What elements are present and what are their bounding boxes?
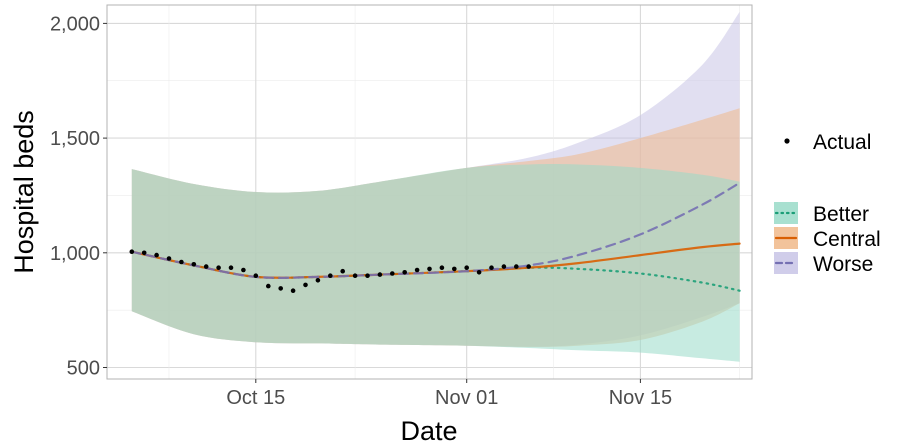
panel-border [106, 4, 753, 380]
legend-central-label: Central [813, 228, 881, 251]
actual-point [228, 265, 234, 271]
actual-points [129, 249, 531, 294]
ribbon-better [131, 164, 740, 362]
actual-point [129, 249, 135, 254]
actual-point [414, 267, 420, 273]
actual-point [290, 288, 296, 294]
actual-point [315, 278, 321, 283]
actual-point [452, 266, 457, 272]
actual-point [328, 273, 333, 279]
actual-point [340, 268, 346, 274]
legend-worse-label: Worse [813, 253, 873, 276]
legend-actual-label: Actual [813, 131, 871, 154]
actual-point [253, 273, 259, 279]
actual-point [278, 286, 284, 291]
x-tick-label: Oct 15 [226, 387, 285, 409]
y-tick-label: 1,500 [50, 128, 100, 150]
actual-point [402, 270, 408, 275]
actual-point [141, 250, 147, 256]
actual-point [191, 262, 197, 267]
actual-point [526, 264, 531, 269]
legend-actual-key [784, 138, 790, 144]
actual-point [427, 266, 432, 272]
x-axis-title: Date [400, 416, 457, 446]
x-tick-label: Nov 15 [609, 387, 672, 409]
x-axis-ticks: Oct 15 Nov 01 Nov 15 [226, 379, 672, 409]
projection-lines [130, 181, 741, 292]
actual-point [179, 259, 184, 265]
actual-point [476, 270, 482, 275]
actual-point [166, 256, 172, 261]
confidence-ribbons [131, 11, 740, 362]
actual-point [439, 265, 445, 271]
legend-better-label: Better [813, 203, 869, 226]
y-tick-label: 1,000 [50, 243, 100, 265]
y-axis-ticks: 500 1,000 1,500 2,000 [50, 13, 107, 380]
actual-point [365, 273, 370, 279]
actual-point [352, 273, 358, 279]
actual-point [216, 265, 221, 271]
actual-point [489, 265, 494, 271]
actual-point [154, 252, 159, 258]
y-axis-title: Hospital beds [9, 110, 39, 274]
actual-point [203, 264, 209, 269]
actual-point [266, 283, 271, 289]
y-tick-label: 2,000 [50, 13, 100, 35]
actual-point [514, 264, 519, 269]
y-tick-label: 500 [67, 358, 100, 380]
x-tick-label: Nov 01 [435, 387, 498, 409]
actual-point [377, 272, 383, 277]
actual-point [501, 264, 507, 269]
line-worse [130, 181, 741, 279]
actual-point [303, 282, 308, 288]
actual-point [241, 267, 246, 273]
actual-point [464, 265, 470, 271]
actual-point [390, 271, 395, 276]
